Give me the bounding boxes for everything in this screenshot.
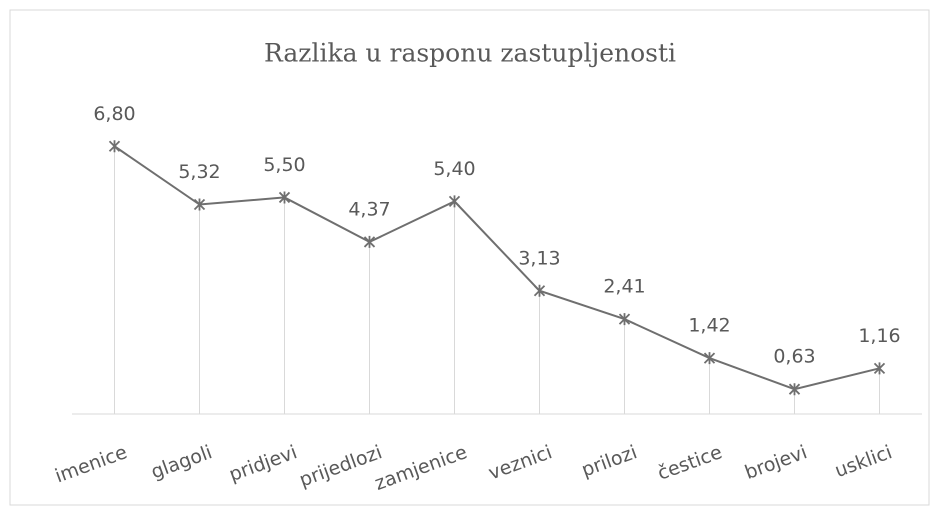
marker <box>533 284 546 297</box>
marker <box>448 195 461 208</box>
marker <box>193 198 206 211</box>
value-label: 3,13 <box>518 247 560 269</box>
value-label: 2,41 <box>603 276 645 298</box>
marker <box>788 383 801 396</box>
marker <box>363 235 376 248</box>
value-label: 6,80 <box>93 103 135 125</box>
chart-title: Razlika u rasponu zastupljenosti <box>264 39 676 68</box>
value-label: 5,40 <box>433 158 475 180</box>
value-label: 5,50 <box>263 154 305 176</box>
line <box>113 145 880 391</box>
marker <box>278 191 291 204</box>
marker <box>618 313 631 326</box>
chart-frame <box>9 9 930 506</box>
value-label: 5,32 <box>178 161 220 183</box>
value-label: 0,63 <box>773 346 815 368</box>
value-label: 1,42 <box>688 315 730 337</box>
value-label: 1,16 <box>858 325 900 347</box>
marker <box>108 140 121 153</box>
marker <box>703 352 716 365</box>
marker <box>873 362 886 375</box>
value-label: 4,37 <box>348 198 390 220</box>
